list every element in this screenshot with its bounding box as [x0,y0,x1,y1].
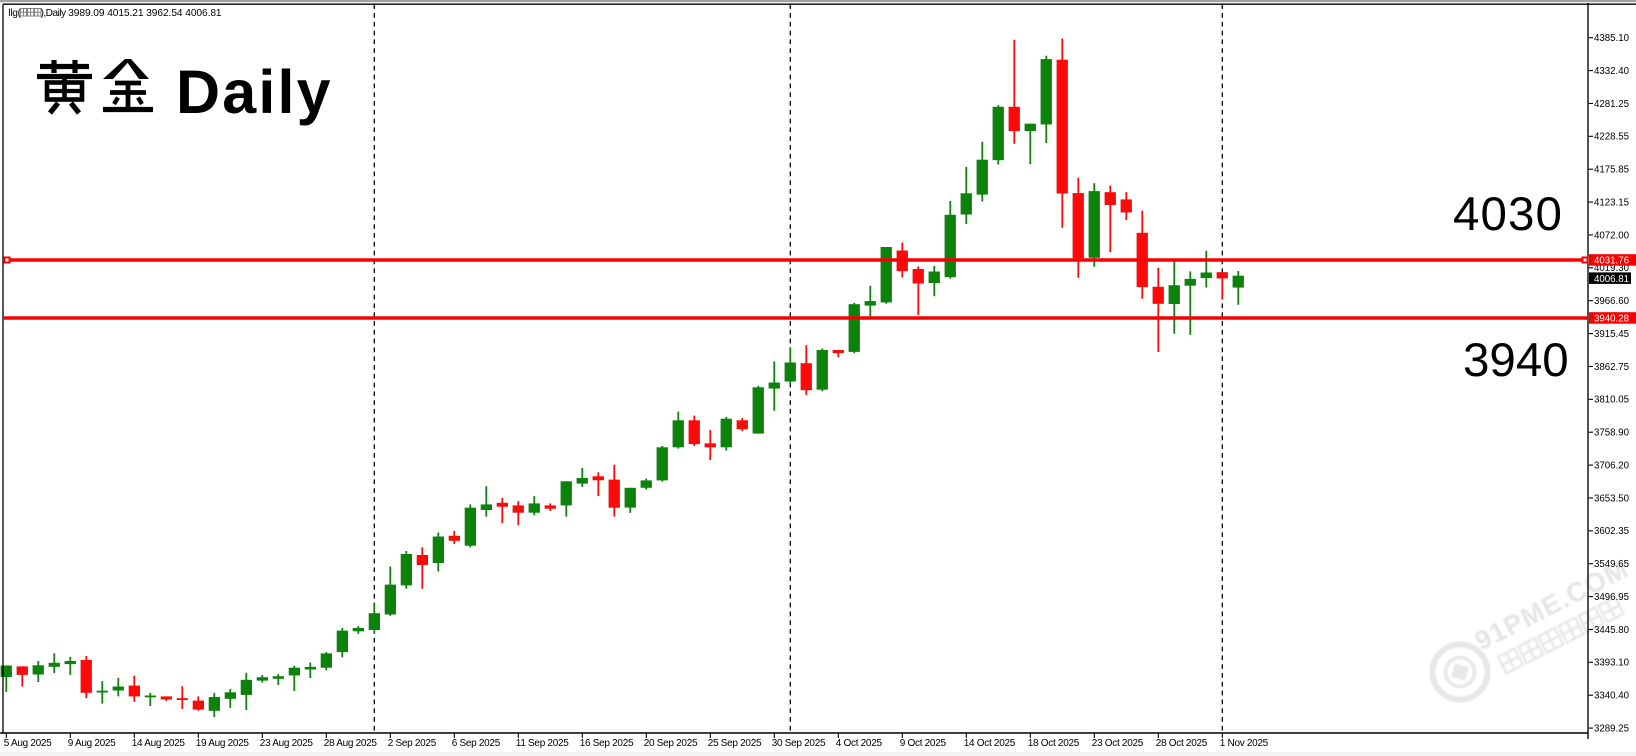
svg-text:3915.45: 3915.45 [1594,329,1629,340]
svg-text:11 Sep 2025: 11 Sep 2025 [516,738,569,749]
svg-text:9 Aug 2025: 9 Aug 2025 [68,738,116,749]
svg-text:4281.25: 4281.25 [1594,99,1629,110]
svg-text:3989.09 4015.21 3962.54 4006.8: 3989.09 4015.21 3962.54 4006.81 [68,8,222,19]
svg-text:3940: 3940 [1463,334,1569,387]
svg-text:3940.28: 3940.28 [1594,314,1629,325]
svg-text:4030: 4030 [1453,188,1563,241]
svg-text:16 Sep 2025: 16 Sep 2025 [580,738,634,749]
svg-text:4019.30: 4019.30 [1594,263,1630,274]
svg-text:25 Sep 2025: 25 Sep 2025 [708,738,762,749]
svg-text:4228.55: 4228.55 [1594,132,1629,143]
svg-text:23 Oct 2025: 23 Oct 2025 [1092,738,1144,749]
svg-text:4123.15: 4123.15 [1594,197,1629,208]
svg-text:3810.05: 3810.05 [1594,395,1629,406]
svg-text:1 Nov 2025: 1 Nov 2025 [1220,738,1269,749]
svg-text:4332.40: 4332.40 [1594,66,1630,77]
svg-text:4006.81: 4006.81 [1594,274,1629,285]
svg-text:4072.00: 4072.00 [1594,230,1630,241]
svg-text:llg(: llg( [8,8,21,19]
svg-text:3862.75: 3862.75 [1594,362,1629,373]
svg-text:4175.85: 4175.85 [1594,165,1629,176]
svg-text:3706.20: 3706.20 [1594,460,1630,471]
svg-text:28 Oct 2025: 28 Oct 2025 [1156,738,1208,749]
svg-text:3758.90: 3758.90 [1594,428,1630,439]
svg-text:3602.35: 3602.35 [1594,526,1629,537]
svg-text:2 Sep 2025: 2 Sep 2025 [388,738,437,749]
svg-text:3289.25: 3289.25 [1594,723,1629,734]
svg-text:4 Oct 2025: 4 Oct 2025 [836,738,883,749]
svg-text:),Daily: ),Daily [41,8,67,19]
svg-text:Daily: Daily [176,58,333,126]
svg-text:4031.76: 4031.76 [1594,256,1629,267]
svg-text:30 Sep 2025: 30 Sep 2025 [772,738,826,749]
svg-text:14 Oct 2025: 14 Oct 2025 [964,738,1016,749]
svg-text:6 Sep 2025: 6 Sep 2025 [452,738,501,749]
svg-text:3445.80: 3445.80 [1594,625,1630,636]
svg-text:20 Sep 2025: 20 Sep 2025 [644,738,698,749]
svg-text:9 Oct 2025: 9 Oct 2025 [900,738,947,749]
svg-text:18 Oct 2025: 18 Oct 2025 [1028,738,1080,749]
svg-text:4385.10: 4385.10 [1594,33,1630,44]
svg-text:19 Aug 2025: 19 Aug 2025 [196,738,250,749]
svg-text:3549.65: 3549.65 [1594,559,1629,570]
svg-text:3653.50: 3653.50 [1594,493,1630,504]
svg-text:3393.10: 3393.10 [1594,658,1630,669]
svg-text:3340.40: 3340.40 [1594,691,1630,702]
svg-text:23 Aug 2025: 23 Aug 2025 [260,738,314,749]
svg-text:3966.60: 3966.60 [1594,296,1630,307]
svg-text:3496.95: 3496.95 [1594,592,1629,603]
svg-text:14 Aug 2025: 14 Aug 2025 [132,738,186,749]
svg-text:28 Aug 2025: 28 Aug 2025 [324,738,378,749]
svg-text:5 Aug 2025: 5 Aug 2025 [4,738,52,749]
